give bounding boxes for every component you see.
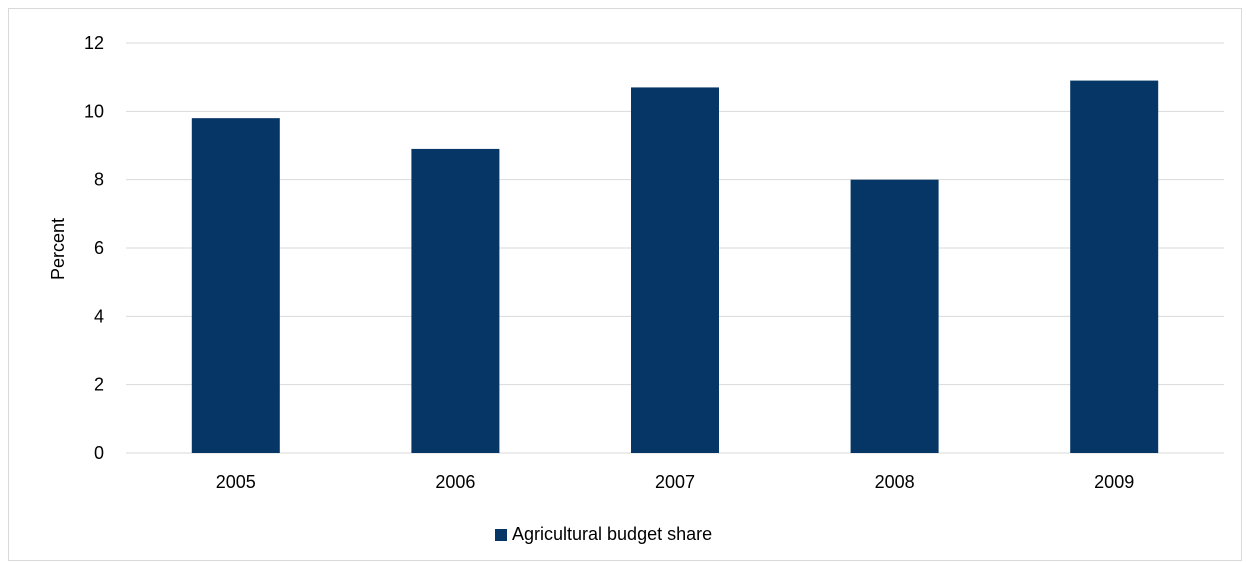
x-tick-label: 2006 — [435, 472, 475, 492]
x-tick-label: 2005 — [216, 472, 256, 492]
y-tick-label: 8 — [94, 170, 104, 190]
y-tick-label: 10 — [84, 101, 104, 121]
legend-label: Agricultural budget share — [512, 524, 713, 544]
bars — [191, 80, 1159, 454]
y-axis-title: Percent — [48, 218, 68, 280]
y-tick-label: 4 — [94, 306, 104, 326]
x-tick-label: 2008 — [875, 472, 915, 492]
bar-2008 — [850, 179, 939, 453]
legend-swatch — [495, 528, 507, 541]
bar-2005 — [191, 118, 280, 454]
bar-2007 — [631, 87, 719, 454]
y-tick-label: 2 — [94, 375, 104, 395]
x-tick-label: 2009 — [1094, 472, 1134, 492]
bar-2006 — [411, 148, 500, 453]
y-tick-label: 6 — [94, 238, 104, 258]
y-axis-ticks: 0 2 4 6 8 10 12 — [84, 33, 104, 463]
x-axis-ticks: 2005 2006 2007 2008 2009 — [216, 472, 1134, 492]
legend: Agricultural budget share — [495, 524, 712, 545]
bar-2009 — [1070, 80, 1159, 453]
y-tick-label: 12 — [84, 33, 104, 53]
y-tick-label: 0 — [94, 443, 104, 463]
x-tick-label: 2007 — [655, 472, 695, 492]
